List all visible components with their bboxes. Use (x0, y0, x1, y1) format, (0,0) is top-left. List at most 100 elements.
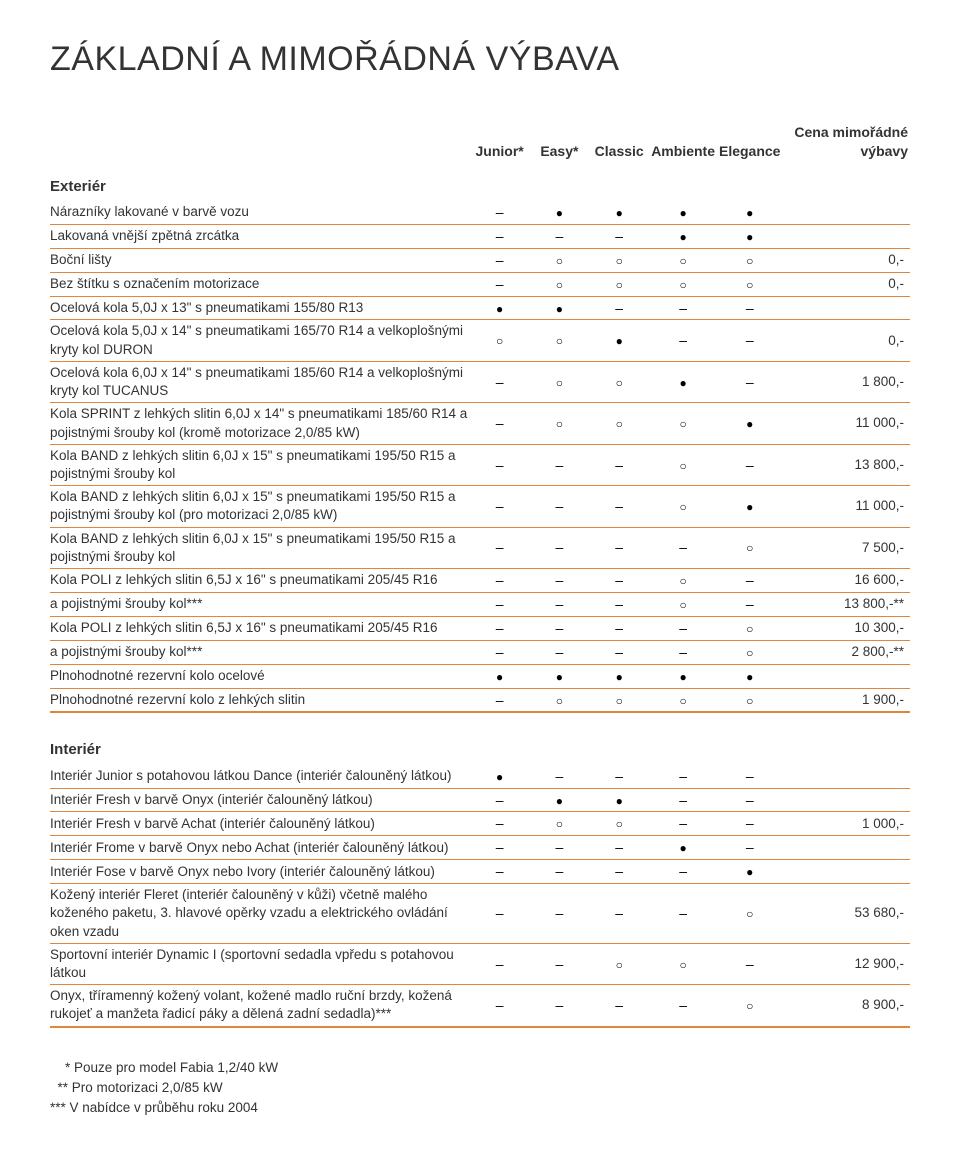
trim-cell (717, 593, 782, 617)
trim-cell (530, 444, 590, 485)
trim-cell (530, 320, 590, 361)
trim-cell (589, 836, 649, 860)
trim-cell (649, 569, 717, 593)
trim-cell (470, 860, 530, 884)
trim-cell (717, 403, 782, 444)
trim-cell (589, 201, 649, 224)
table-row: Interiér Junior s potahovou látkou Dance… (50, 765, 910, 788)
table-row: Kola POLI z lehkých slitin 6,5J x 16" s … (50, 616, 910, 640)
price-cell (782, 224, 910, 248)
trim-cell (530, 569, 590, 593)
trim-cell (717, 361, 782, 402)
trim-cell (649, 248, 717, 272)
trim-cell (649, 688, 717, 712)
trim-cell (717, 640, 782, 664)
row-label: Kola SPRINT z lehkých slitin 6,0J x 14" … (50, 403, 470, 444)
trim-cell (470, 248, 530, 272)
footnote: *** V nabídce v průběhu roku 2004 (50, 1098, 910, 1118)
price-cell: 12 900,- (782, 943, 910, 984)
row-label: Interiér Fose v barvě Onyx nebo Ivory (i… (50, 860, 470, 884)
trim-cell (470, 812, 530, 836)
trim-cell (470, 272, 530, 296)
col-elegance: Elegance (717, 119, 782, 167)
row-label: a pojistnými šrouby kol*** (50, 593, 470, 617)
trim-cell (470, 296, 530, 320)
price-cell (782, 836, 910, 860)
trim-cell (649, 224, 717, 248)
trim-cell (717, 985, 782, 1027)
footnote: * Pouze pro model Fabia 1,2/40 kW (50, 1058, 910, 1078)
trim-cell (717, 248, 782, 272)
trim-cell (530, 486, 590, 527)
section-title: Interiér (50, 740, 908, 760)
trim-cell (470, 943, 530, 984)
trim-cell (649, 527, 717, 568)
price-cell: 1 900,- (782, 688, 910, 712)
trim-cell (530, 664, 590, 688)
footnotes: * Pouze pro model Fabia 1,2/40 kW ** Pro… (50, 1058, 910, 1119)
trim-cell (589, 688, 649, 712)
trim-cell (589, 527, 649, 568)
trim-cell (589, 943, 649, 984)
table-row: Kožený interiér Fleret (interiér čalouně… (50, 884, 910, 944)
row-label: Bez štítku s označením motorizace (50, 272, 470, 296)
trim-cell (530, 985, 590, 1027)
trim-cell (589, 985, 649, 1027)
trim-cell (530, 884, 590, 944)
trim-cell (717, 320, 782, 361)
row-label: Kola BAND z lehkých slitin 6,0J x 15" s … (50, 444, 470, 485)
price-cell: 1 000,- (782, 812, 910, 836)
trim-cell (717, 569, 782, 593)
price-cell: 2 800,-** (782, 640, 910, 664)
trim-cell (649, 272, 717, 296)
row-label: Interiér Fresh v barvě Onyx (interiér ča… (50, 788, 470, 812)
col-easy: Easy* (530, 119, 590, 167)
trim-cell (530, 788, 590, 812)
row-label: Nárazníky lakované v barvě vozu (50, 201, 470, 224)
table-row: Boční lišty0,- (50, 248, 910, 272)
trim-cell (530, 688, 590, 712)
trim-cell (470, 320, 530, 361)
price-cell: 0,- (782, 272, 910, 296)
trim-cell (470, 688, 530, 712)
trim-cell (649, 884, 717, 944)
trim-cell (717, 272, 782, 296)
trim-cell (717, 527, 782, 568)
table-row: Sportovní interiér Dynamic I (sportovní … (50, 943, 910, 984)
price-cell: 13 800,-** (782, 593, 910, 617)
trim-cell (649, 201, 717, 224)
price-cell: 7 500,- (782, 527, 910, 568)
table-row: Nárazníky lakované v barvě vozu (50, 201, 910, 224)
price-cell (782, 201, 910, 224)
trim-cell (717, 201, 782, 224)
trim-cell (649, 664, 717, 688)
trim-cell (589, 812, 649, 836)
trim-cell (470, 788, 530, 812)
row-label: Lakovaná vnější zpětná zrcátka (50, 224, 470, 248)
row-label: Ocelová kola 6,0J x 14" s pneumatikami 1… (50, 361, 470, 402)
trim-cell (589, 860, 649, 884)
row-label: Interiér Junior s potahovou látkou Dance… (50, 765, 470, 788)
trim-cell (589, 248, 649, 272)
trim-cell (717, 884, 782, 944)
price-cell (782, 765, 910, 788)
table-row: Interiér Fose v barvě Onyx nebo Ivory (i… (50, 860, 910, 884)
trim-cell (470, 569, 530, 593)
trim-cell (649, 985, 717, 1027)
trim-cell (589, 224, 649, 248)
trim-cell (530, 224, 590, 248)
table-row: Interiér Fresh v barvě Onyx (interiér ča… (50, 788, 910, 812)
trim-cell (530, 403, 590, 444)
price-cell (782, 788, 910, 812)
price-cell: 11 000,- (782, 486, 910, 527)
trim-cell (470, 616, 530, 640)
table-row: Kola BAND z lehkých slitin 6,0J x 15" s … (50, 444, 910, 485)
price-cell (782, 664, 910, 688)
trim-cell (717, 765, 782, 788)
row-label: Onyx, tříramenný kožený volant, kožené m… (50, 985, 470, 1027)
price-cell: 0,- (782, 248, 910, 272)
trim-cell (649, 788, 717, 812)
price-cell (782, 296, 910, 320)
trim-cell (470, 444, 530, 485)
row-label: Kožený interiér Fleret (interiér čalouně… (50, 884, 470, 944)
